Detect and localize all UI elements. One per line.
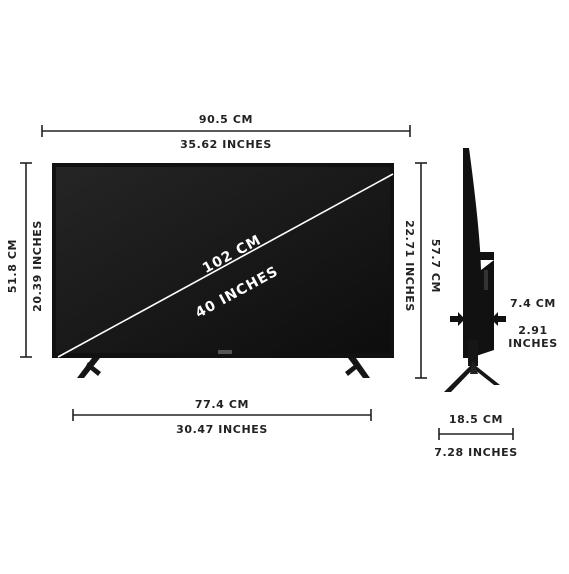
tv-screen [56, 167, 390, 353]
right-foot [345, 362, 360, 376]
side-body [463, 148, 494, 358]
height-in-label: 20.39 INCHES [31, 220, 44, 312]
side-port [484, 270, 488, 290]
depth-cm-label: 7.4 CM [510, 297, 556, 310]
depth-arrow-left-icon [450, 312, 465, 326]
depth-arrow-right-icon [491, 312, 506, 326]
total-height-cm-label: 57.7 CM [429, 239, 442, 293]
diagonal-line [57, 173, 394, 358]
stand-depth-in-label: 7.28 INCHES [434, 446, 518, 459]
side-ports-top [480, 252, 494, 260]
tv-logo [218, 350, 232, 354]
right-leg [348, 358, 370, 378]
width-cm-label: 90.5 CM [199, 113, 253, 126]
depth-indicator: 7.4 CM 2.91 INCHES [450, 297, 558, 350]
stand-depth-dimension: 18.5 CM 7.28 INCHES [434, 413, 518, 459]
stand-span-in-label: 30.47 INCHES [176, 423, 268, 436]
tv-front-icon: 102 CM 40 INCHES [52, 163, 394, 378]
width-in-label: 35.62 INCHES [180, 138, 272, 151]
left-foot [86, 362, 101, 376]
depth-in-unit: INCHES [508, 337, 558, 350]
tv-side-icon [444, 148, 500, 392]
height-cm-label: 51.8 CM [6, 239, 19, 293]
side-foot-center [470, 362, 478, 374]
height-dimension: 51.8 CM 20.39 INCHES [6, 162, 44, 358]
total-height-in-label: 22.71 INCHES [403, 220, 416, 312]
width-dimension: 90.5 CM 35.62 INCHES [41, 113, 411, 151]
side-foot-front [444, 366, 476, 392]
total-height-dimension: 22.71 INCHES 57.7 CM [403, 162, 442, 379]
side-neck [468, 340, 478, 366]
stand-depth-cm-label: 18.5 CM [449, 413, 503, 426]
stand-span-dimension: 77.4 CM 30.47 INCHES [72, 398, 372, 436]
depth-in-value: 2.91 [518, 324, 548, 337]
side-foot-back [470, 366, 500, 385]
stand-span-cm-label: 77.4 CM [195, 398, 249, 411]
